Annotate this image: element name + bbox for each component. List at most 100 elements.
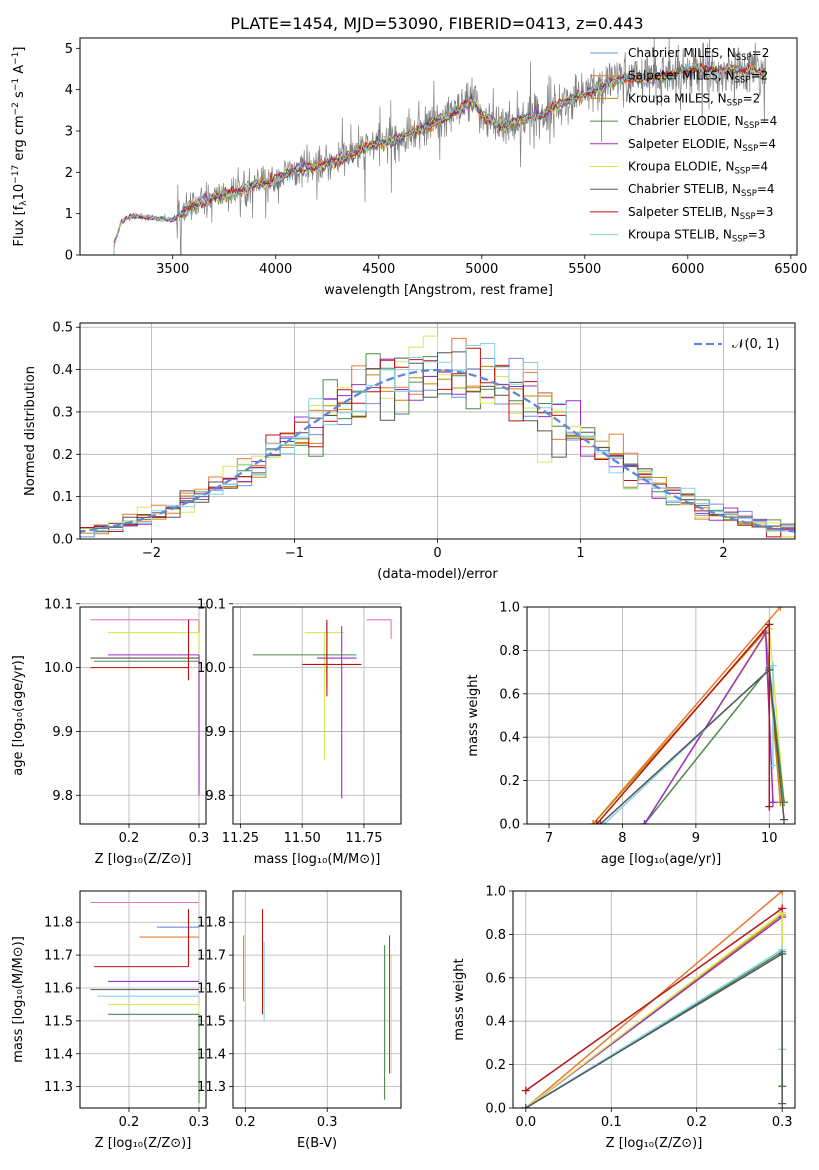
legend-sub: SSP — [736, 53, 752, 63]
legend-entry: Kroupa STELIB, NSSP=3 — [628, 228, 766, 245]
x-tick-label: 0.3 — [772, 1115, 793, 1130]
y-tick-label: 10.1 — [197, 597, 226, 612]
massweight-point-salpeter_elodie — [761, 629, 770, 638]
y-tick-label: 1.0 — [499, 601, 520, 616]
x-tick-label: 5500 — [568, 262, 601, 277]
legend-suffix: =4 — [757, 182, 775, 196]
massweight-line-chabrier_elodie — [643, 665, 785, 824]
y-tick-label: 9.9 — [205, 725, 226, 740]
massweight-point-salpeter_miles — [778, 891, 787, 895]
x-tick-label: 0 — [433, 546, 441, 561]
axes-frame — [79, 890, 207, 1109]
histogram-kroupa_stelib — [80, 343, 795, 538]
y-tick-label: 11.3 — [197, 1080, 226, 1095]
series-group — [521, 891, 787, 1108]
x-tick-label: 7 — [545, 831, 553, 846]
y-tick-label: 0.4 — [52, 363, 73, 378]
x-tick-label: 5000 — [465, 262, 498, 277]
legend-entry: Chabrier MILES, NSSP=2 — [628, 46, 769, 63]
legend-sub: SSP — [740, 212, 756, 222]
massweight-point-chabrier_stelib — [596, 820, 605, 824]
legend-label: Salpeter STELIB, N — [628, 205, 740, 219]
panel-age-vs-z: 0.2 0.3 9.8 9.9 10.0 10.1 Z [log₁₀(Z/Z⊙)] age [… — [11, 597, 209, 867]
y-label-sup: −1 — [11, 52, 21, 65]
x-tick-label: 6000 — [671, 262, 704, 277]
legend-label: Salpeter ELODIE, N — [628, 137, 742, 151]
y-tick-label: 0.8 — [499, 644, 520, 659]
y-tick-label: 3 — [65, 125, 73, 140]
y-axis-label: age [log₁₀(age/yr)] — [11, 655, 26, 776]
massweight-line-chabrier_stelib — [525, 952, 783, 1108]
legend-entry: Chabrier ELODIE, NSSP=4 — [628, 114, 777, 131]
panel-mass-vs-z: 0.2 0.3 11.3 11.4 11.5 11.6 11.7 11.8 Z [log₁₀(Z… — [11, 890, 210, 1151]
legend-label: Kroupa STELIB, N — [628, 228, 732, 242]
x-axis-label: Z [log₁₀(Z/Z⊙)] — [95, 852, 192, 867]
x-tick-label: 0.1 — [601, 1115, 622, 1130]
y-tick-label: 0.8 — [485, 928, 506, 943]
massweight-line-kroupa_elodie — [643, 626, 785, 824]
y-tick-label: 0.3 — [52, 405, 73, 420]
y-tick-label: 1 — [65, 207, 73, 222]
legend-sub: SSP — [732, 235, 748, 245]
x-tick-label: 0.2 — [686, 1115, 707, 1130]
y-tick-label: 2 — [65, 166, 73, 181]
y-tick-label: 11.3 — [44, 1080, 73, 1095]
y-tick-label: 4 — [65, 83, 73, 98]
x-tick-label: 3500 — [156, 262, 189, 277]
y-tick-label: 0.4 — [485, 1015, 506, 1030]
y-tick-label: 0.4 — [499, 731, 520, 746]
y-tick-label: 0.5 — [52, 321, 73, 336]
massweight-point-salpeter_stelib — [521, 1086, 530, 1095]
legend-sub: SSP — [742, 144, 758, 154]
legend-suffix: =4 — [760, 114, 778, 128]
panel-residual-histogram: −2 −1 0 1 2 0.0 0.1 0.2 0.3 0.4 0.5 (data-model)/er… — [23, 321, 796, 582]
y-axis-label: mass weight — [452, 958, 467, 1040]
axes-frame — [526, 606, 796, 825]
x-tick-label: 2 — [719, 546, 727, 561]
massweight-point-chabrier_stelib — [778, 1099, 787, 1108]
massweight-point-chabrier_stelib — [778, 949, 787, 958]
legend-sub: SSP — [735, 167, 751, 177]
legend-entry: 𝒩(0, 1) — [732, 337, 779, 352]
panel-mass-vs-ebv: 0.2 0.3 11.3 11.4 11.5 11.6 11.7 11.8 E(B-V) — [197, 890, 402, 1151]
x-tick-label: −2 — [142, 546, 161, 561]
massweight-line-salpeter_stelib — [525, 907, 783, 1092]
panel-age-vs-mass: 11.25 11.50 11.75 9.8 9.9 10.0 10.1 mass [log₁₀… — [197, 597, 402, 867]
axes-frame — [79, 37, 798, 256]
massweight-point-kroupa_stelib — [768, 761, 777, 770]
y-label-sup: −17 — [11, 165, 21, 184]
histogram-lines — [80, 335, 795, 538]
legend-sub: SSP — [744, 121, 760, 131]
y-tick-label: 10.1 — [44, 597, 73, 612]
x-tick-label: 0.3 — [189, 1115, 210, 1130]
y-tick-label: 1.0 — [485, 885, 506, 900]
x-tick-label: 11.25 — [222, 831, 259, 846]
x-tick-label: 10 — [761, 831, 778, 846]
errorbar-group — [90, 619, 200, 796]
y-tick-label: 11.4 — [44, 1047, 73, 1062]
x-tick-label: 0.2 — [235, 1115, 256, 1130]
y-label-part: A — [12, 65, 27, 78]
massweight-point-salpeter_stelib — [765, 802, 774, 811]
x-tick-label: 4000 — [259, 262, 292, 277]
y-tick-label: 0.2 — [499, 774, 520, 789]
axes-frame — [79, 606, 207, 825]
x-tick-label: 11.75 — [345, 831, 382, 846]
x-tick-label: 0.3 — [317, 1115, 338, 1130]
legend-entry: Salpeter ELODIE, NSSP=4 — [628, 137, 776, 154]
legend-label: Salpeter MILES, N — [628, 69, 735, 83]
massweight-point-kroupa_stelib — [768, 661, 777, 670]
legend-suffix: =2 — [752, 46, 770, 60]
y-label-part: 10 — [12, 184, 27, 201]
y-label-part: Flux [f — [12, 205, 27, 246]
legend-suffix: =4 — [758, 137, 776, 151]
legend-entry: Kroupa ELODIE, NSSP=4 — [628, 160, 768, 177]
figure-title: PLATE=1454, MJD=53090, FIBERID=0413, z=0… — [230, 14, 643, 33]
panel-spectrum: 3500 4000 4500 5000 5500 6000 6500 0 1 2 3 4 5 wavele… — [11, 37, 807, 298]
massweight-line-kroupa_elodie — [525, 911, 783, 1108]
y-axis-label: mass [log₁₀(M/M⊙)] — [11, 936, 26, 1063]
x-tick-label: 11.50 — [284, 831, 321, 846]
y-label-part: erg cm — [12, 115, 27, 164]
legend-suffix: =4 — [750, 160, 768, 174]
legend-sub: SSP — [741, 189, 757, 199]
